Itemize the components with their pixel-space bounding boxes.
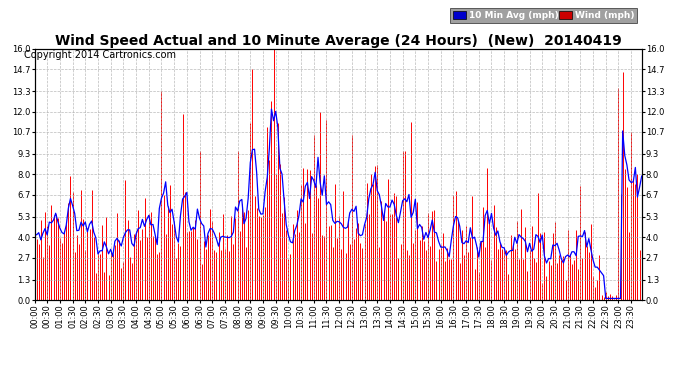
Legend: 10 Min Avg (mph), Wind (mph): 10 Min Avg (mph), Wind (mph) (450, 8, 637, 22)
Title: Wind Speed Actual and 10 Minute Average (24 Hours)  (New)  20140419: Wind Speed Actual and 10 Minute Average … (55, 34, 622, 48)
Text: Copyright 2014 Cartronics.com: Copyright 2014 Cartronics.com (24, 50, 176, 60)
